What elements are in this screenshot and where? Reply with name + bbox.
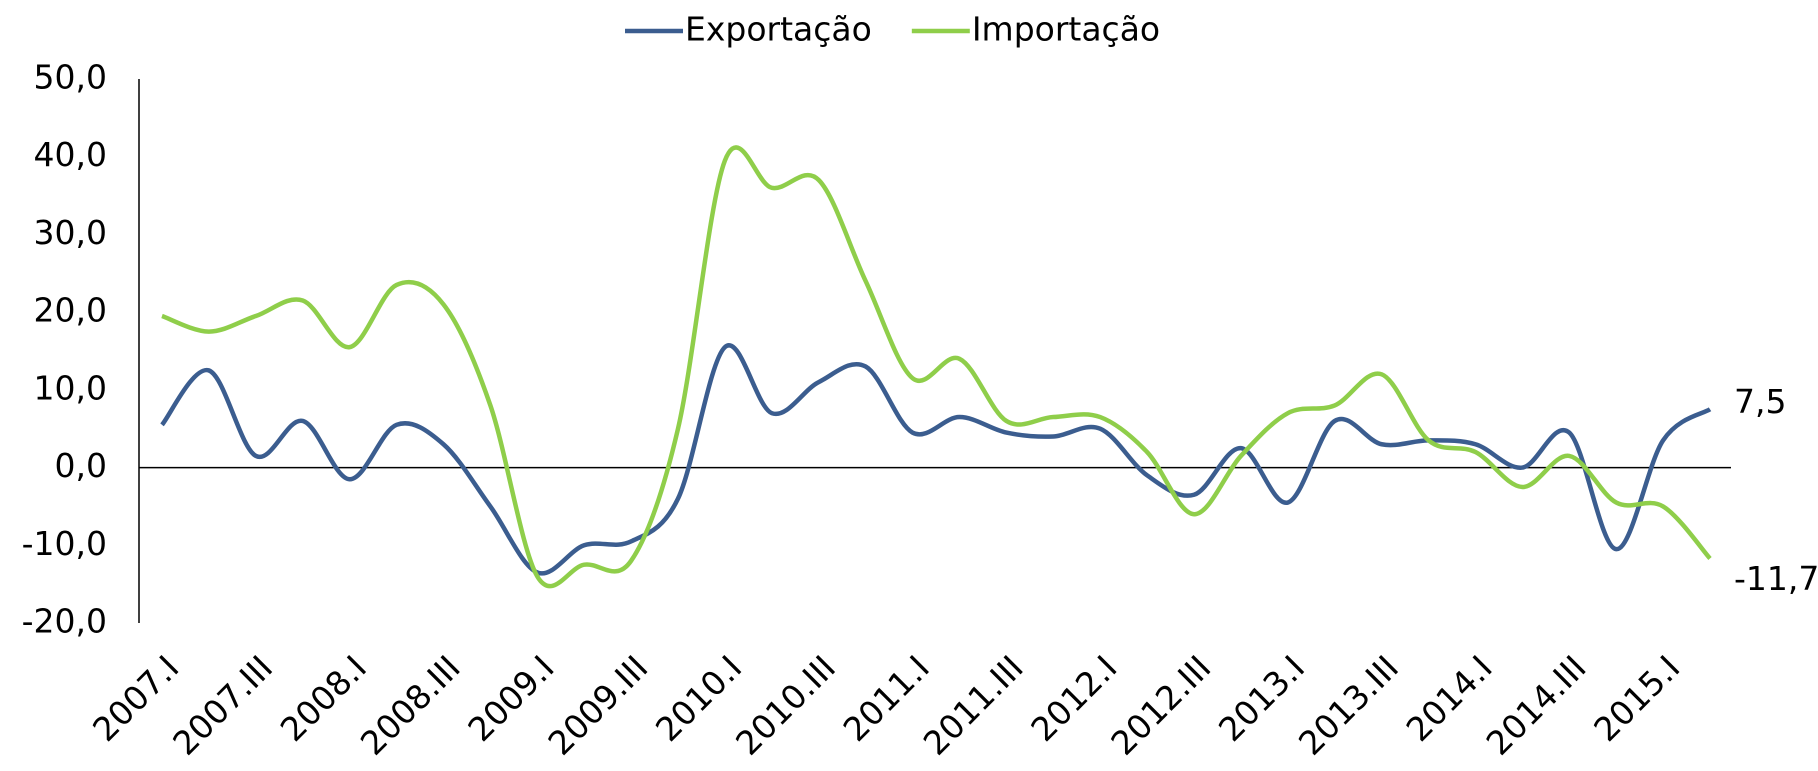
y-tick-label: 10,0	[34, 368, 107, 407]
legend-label: Exportação	[685, 10, 872, 49]
data-label: 7,5	[1734, 382, 1786, 421]
x-tick-label: 2012.III	[1103, 648, 1218, 763]
legend-label: Importação	[972, 10, 1160, 49]
y-tick-label: 20,0	[34, 291, 107, 330]
x-tick-label: 2008.III	[353, 648, 468, 763]
y-tick-label: 50,0	[34, 58, 107, 97]
x-tick-label: 2009.III	[540, 648, 655, 763]
x-tick-label: 2010.III	[728, 648, 843, 763]
x-tick-label: 2015.I	[1586, 648, 1687, 749]
y-tick-label: -10,0	[22, 524, 107, 563]
series-line	[161, 145, 1712, 589]
x-tick-label: 2011.III	[916, 648, 1031, 763]
data-label: -11,7	[1734, 559, 1818, 598]
y-tick-label: 40,0	[34, 135, 107, 174]
x-tick-label: 2007.III	[165, 648, 280, 763]
y-tick-label: 0,0	[55, 446, 107, 485]
x-tick-label: 2014.III	[1479, 648, 1594, 763]
y-tick-label: 30,0	[34, 213, 107, 252]
y-tick-label: -20,0	[22, 602, 107, 641]
x-tick-label: 2013.III	[1291, 648, 1406, 763]
series-line	[160, 343, 1712, 576]
